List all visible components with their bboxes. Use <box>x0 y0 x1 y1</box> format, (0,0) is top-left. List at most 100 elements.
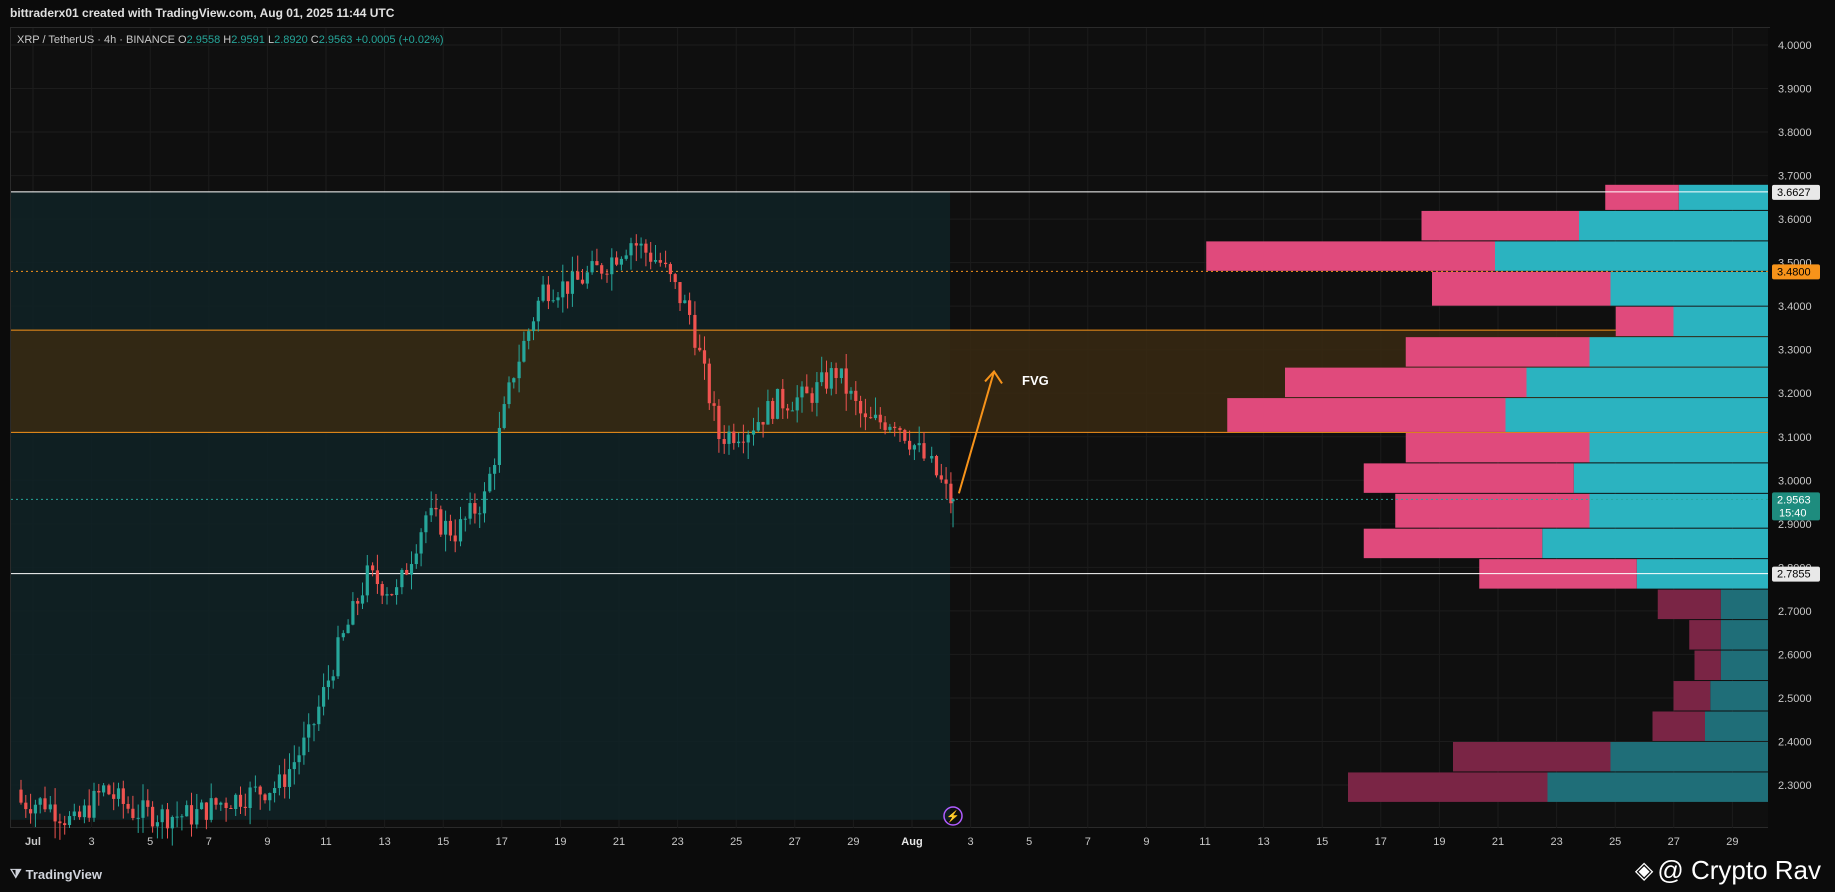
volume-profile-up-bar <box>1720 650 1768 681</box>
price-marker-label: 2.9563 <box>1777 494 1811 506</box>
chart-caption: bittraderx01 created with TradingView.co… <box>10 6 395 20</box>
candle-body <box>859 400 863 414</box>
candle-body <box>263 794 267 801</box>
price-axis-bg <box>1768 28 1833 828</box>
time-tick-label: Jul <box>25 836 41 848</box>
candle-body <box>493 464 497 474</box>
price-tick-label: 2.3000 <box>1778 780 1812 792</box>
time-tick-label: 7 <box>206 836 212 848</box>
candle-body <box>930 456 934 459</box>
candle-body <box>683 300 687 304</box>
candle-body <box>824 372 829 389</box>
volume-profile-up-bar <box>1589 432 1768 463</box>
candle-body <box>775 388 780 419</box>
candle-body <box>512 378 516 383</box>
candle-body <box>949 483 953 504</box>
candle-body <box>439 509 443 535</box>
price-tick-label: 3.2000 <box>1778 388 1812 400</box>
lightning-icon <box>943 806 963 826</box>
time-tick-label: 9 <box>264 836 270 848</box>
tradingview-brand[interactable]: ⧩ TradingView <box>10 866 102 882</box>
candle-body <box>810 393 814 403</box>
candle-body <box>482 491 487 514</box>
candle-body <box>116 788 121 799</box>
volume-profile-up-bar <box>1720 620 1768 650</box>
low-value: 2.8920 <box>274 34 308 46</box>
price-tick-label: 2.5000 <box>1778 693 1812 705</box>
candle-body <box>556 297 560 301</box>
price-tick-label: 3.3000 <box>1778 345 1812 357</box>
candle-body <box>224 802 228 809</box>
candle-body <box>653 260 658 262</box>
candle-body <box>165 809 170 829</box>
volume-profile-up-bar <box>1705 711 1768 741</box>
candle-body <box>390 594 394 596</box>
candle-body <box>170 817 174 829</box>
time-tick-label: 21 <box>613 836 625 848</box>
candle-body <box>766 401 770 425</box>
candle-body <box>307 724 311 738</box>
price-marker-label: 3.4800 <box>1777 266 1811 278</box>
candle-body <box>781 388 785 409</box>
candle-body <box>195 809 199 825</box>
candle-body <box>854 390 858 401</box>
symbol-label[interactable]: XRP / TetherUS · 4h · BINANCE <box>17 34 175 46</box>
price-marker-countdown: 15:40 <box>1779 507 1807 519</box>
volume-profile-down-bar <box>1405 337 1590 367</box>
candle-body <box>541 284 545 301</box>
candle-body <box>478 513 482 515</box>
candle-body <box>488 473 492 492</box>
time-tick-label: 3 <box>89 836 95 848</box>
time-tick-label: 11 <box>320 836 331 848</box>
candle-body <box>444 520 448 535</box>
candle-body <box>434 507 438 510</box>
volume-profile-down-bar <box>1363 463 1574 493</box>
candle-body <box>58 821 62 824</box>
candle-body <box>292 762 296 770</box>
candle-body <box>277 774 281 789</box>
price-marker <box>1772 566 1820 582</box>
diamond-logo-icon: ◈ <box>1634 857 1654 884</box>
candle-body <box>473 503 477 514</box>
volume-profile-down-bar <box>1652 711 1705 741</box>
candle-body <box>331 676 335 681</box>
volume-profile-down-bar <box>1657 589 1721 620</box>
volume-profile-up-bar <box>1610 741 1768 772</box>
time-tick-label: 11 <box>1199 836 1210 848</box>
candle-body <box>243 806 247 808</box>
candle-body <box>693 314 697 348</box>
time-tick-label: 15 <box>1316 836 1328 848</box>
candle-body <box>761 422 765 425</box>
open-label: O <box>178 34 187 46</box>
time-tick-label: Aug <box>901 836 922 848</box>
candle-body <box>629 243 633 256</box>
candle-body <box>717 405 721 440</box>
annotations: FVG ⚡ <box>943 369 1049 826</box>
candle-body <box>732 431 736 444</box>
candle-body <box>468 503 472 519</box>
candle-body <box>463 518 467 520</box>
candle-body <box>87 805 91 818</box>
volume-profile-down-bar <box>1348 772 1548 802</box>
candle-body <box>238 794 243 807</box>
candle-body <box>380 584 384 596</box>
candle-body <box>922 443 926 459</box>
price-marker <box>1772 184 1820 200</box>
candle-body <box>107 785 111 795</box>
candle-body <box>414 553 418 565</box>
volume-profile-down-bar <box>1432 271 1611 306</box>
candle-body <box>790 410 794 412</box>
time-tick-label: 27 <box>789 836 801 848</box>
candle-body <box>624 255 628 259</box>
candle-body <box>317 706 321 725</box>
candle-body <box>917 443 921 446</box>
volume-profile-up-bar <box>1505 398 1768 432</box>
candle-body <box>341 633 345 638</box>
candle-body <box>507 382 511 405</box>
candle-body <box>72 811 76 817</box>
candle-body <box>219 802 223 805</box>
candle-body <box>944 479 948 484</box>
candle-body <box>741 441 745 443</box>
candle-body <box>453 535 457 542</box>
